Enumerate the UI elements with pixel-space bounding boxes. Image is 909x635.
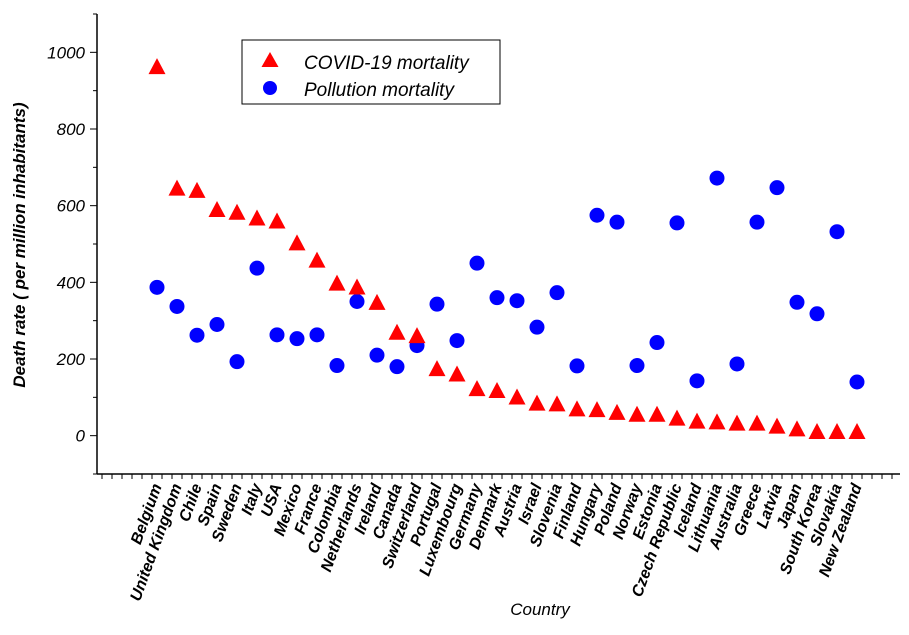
covid-point xyxy=(848,423,866,439)
covid-point xyxy=(528,394,546,411)
pollution-point xyxy=(469,255,485,271)
legend-circle-marker xyxy=(263,81,277,95)
covid-point xyxy=(608,403,626,420)
covid-point xyxy=(568,400,586,417)
covid-point xyxy=(328,274,346,291)
covid-point xyxy=(448,365,466,382)
covid-point xyxy=(188,181,206,198)
covid-point xyxy=(348,278,366,295)
y-tick-label: 400 xyxy=(57,273,86,292)
pollution-point xyxy=(149,279,165,295)
covid-point xyxy=(408,327,426,344)
y-tick-label: 600 xyxy=(57,197,86,216)
covid-point xyxy=(728,414,746,431)
covid-point xyxy=(708,413,726,430)
covid-point xyxy=(828,423,846,439)
pollution-point xyxy=(689,373,705,389)
pollution-point xyxy=(369,347,385,363)
covid-point xyxy=(228,203,246,220)
pollution-point xyxy=(429,296,445,312)
pollution-point xyxy=(249,260,265,276)
covid-point xyxy=(428,360,446,377)
pollution-point xyxy=(729,356,745,372)
covid-point xyxy=(468,380,486,397)
pollution-point xyxy=(389,359,405,375)
y-axis-label: Death rate ( per million inhabitants) xyxy=(10,102,29,388)
covid-point xyxy=(808,423,826,439)
covid-point xyxy=(488,381,506,398)
y-ticks: 0 200 400 600 800 1000 xyxy=(47,13,893,479)
pollution-point xyxy=(329,358,345,374)
pollution-point xyxy=(309,327,325,343)
pollution-point xyxy=(489,290,505,306)
data-marks xyxy=(148,58,866,439)
legend: COVID-19 mortality Pollution mortality xyxy=(241,39,501,105)
pollution-point xyxy=(789,294,805,310)
y-tick-label: 0 xyxy=(76,427,86,446)
pollution-point xyxy=(709,170,725,186)
legend-box xyxy=(241,39,501,105)
pollution-point xyxy=(269,327,285,343)
covid-point xyxy=(308,251,326,268)
pollution-point xyxy=(609,214,625,230)
pollution-point xyxy=(829,224,845,240)
pollution-point xyxy=(629,358,645,374)
covid-point xyxy=(588,401,606,418)
legend-label-covid: COVID-19 mortality xyxy=(304,53,470,74)
pollution-point xyxy=(349,294,365,309)
pollution-point xyxy=(189,327,205,343)
pollution-point xyxy=(669,215,685,231)
covid-point xyxy=(368,293,386,310)
covid-point xyxy=(748,414,766,431)
pollution-point xyxy=(569,358,585,374)
covid-point xyxy=(768,417,786,434)
pollution-point xyxy=(749,214,765,230)
covid-point xyxy=(648,405,666,422)
pollution-point xyxy=(549,285,565,301)
pollution-point xyxy=(769,180,785,196)
pollution-point xyxy=(289,331,305,347)
covid-point xyxy=(148,58,166,75)
covid-point xyxy=(688,412,706,429)
covid-point xyxy=(628,405,646,422)
y-tick-label: 200 xyxy=(56,350,86,369)
pollution-point xyxy=(809,306,825,322)
pollution-point xyxy=(589,207,605,223)
covid-point xyxy=(208,201,226,218)
y-tick-label: 1000 xyxy=(47,43,85,62)
covid-point xyxy=(288,234,306,251)
pollution-point xyxy=(509,293,525,309)
pollution-point xyxy=(169,298,185,314)
covid-point xyxy=(388,323,406,340)
pollution-point xyxy=(209,317,225,332)
covid-point xyxy=(668,409,686,426)
y-tick-label: 800 xyxy=(57,120,86,139)
x-axis-label: Country xyxy=(510,600,571,619)
covid-point xyxy=(268,212,286,229)
pollution-point xyxy=(849,374,865,390)
covid-point xyxy=(508,388,526,405)
pollution-point xyxy=(229,354,245,370)
pollution-point xyxy=(449,333,465,349)
covid-point xyxy=(788,420,806,437)
legend-triangle-marker xyxy=(261,52,279,67)
covid-point xyxy=(548,395,566,412)
pollution-point xyxy=(529,319,545,335)
covid-point xyxy=(248,209,266,226)
legend-label-pollution: Pollution mortality xyxy=(304,80,455,101)
pollution-point xyxy=(649,335,665,351)
covid-point xyxy=(168,179,186,196)
